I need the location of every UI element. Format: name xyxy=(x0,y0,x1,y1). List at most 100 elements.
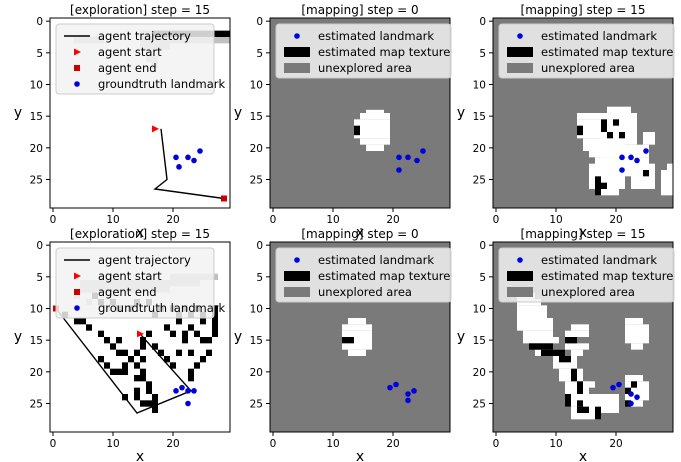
legend-label: estimated map texture xyxy=(541,269,673,283)
x-tick-label: 0 xyxy=(270,438,277,450)
landmark-point xyxy=(387,385,393,391)
wall-cell xyxy=(152,394,158,413)
y-tick-label: 5 xyxy=(256,272,263,284)
wall-cell xyxy=(577,126,583,135)
wall-cell xyxy=(104,337,110,343)
explored-area xyxy=(625,318,643,324)
legend-landmark-handle xyxy=(294,33,300,39)
landmark-point xyxy=(616,382,622,388)
wall-cell xyxy=(188,369,194,382)
wall-cell xyxy=(571,369,577,382)
y-tick-label: 20 xyxy=(473,367,486,379)
legend-label: unexplored area xyxy=(318,61,412,75)
wall-cell xyxy=(559,356,571,362)
wall-cell xyxy=(206,350,212,356)
explored-area xyxy=(517,318,553,331)
wall-cell xyxy=(110,343,116,349)
panel-1: 0 10 200510152025xy[exploration] step = 15… xyxy=(14,3,230,241)
legend: estimated landmark estimated map texture u… xyxy=(276,24,451,78)
x-tick-label: 20 xyxy=(166,214,179,226)
landmark-point xyxy=(634,158,640,164)
legend-unexplored-handle xyxy=(284,287,310,297)
landmark-point xyxy=(411,388,417,394)
wall-cell xyxy=(134,362,140,368)
legend-label: estimated landmark xyxy=(541,29,657,43)
landmark-point xyxy=(405,391,411,397)
explored-area xyxy=(625,375,643,381)
y-axis-label: y xyxy=(234,329,242,345)
wall-cell xyxy=(595,407,601,420)
x-tick-label: 0 xyxy=(270,214,277,226)
wall-cell xyxy=(110,369,122,375)
legend-texture-handle xyxy=(507,271,533,281)
agent-end-marker xyxy=(221,196,227,202)
landmark-point xyxy=(185,388,191,394)
legend-label: agent trajectory xyxy=(98,253,191,267)
wall-cell xyxy=(601,119,607,132)
y-tick-label: 10 xyxy=(30,80,43,92)
x-tick-label: 20 xyxy=(609,214,622,226)
legend-end-handle xyxy=(74,65,80,71)
legend-label: unexplored area xyxy=(541,285,635,299)
y-tick-label: 5 xyxy=(479,48,486,60)
x-tick-label: 10 xyxy=(549,214,562,226)
legend-label: groundtruth landmark xyxy=(98,301,225,315)
wall-cell xyxy=(116,337,122,343)
explored-area xyxy=(565,331,589,337)
wall-cell xyxy=(140,356,146,362)
wall-cell xyxy=(342,337,354,343)
legend-label: agent trajectory xyxy=(98,29,191,43)
wall-cell xyxy=(188,350,194,356)
legend-landmark-handle xyxy=(74,305,80,311)
wall-cell xyxy=(577,400,583,406)
landmark-point xyxy=(185,401,191,407)
wall-cell xyxy=(595,176,601,195)
panel-3: 0 10 20 0 5 10 15 20 25 x y [mapping] step = 15 esti… xyxy=(457,3,674,241)
y-tick-label: 25 xyxy=(250,175,263,187)
x-axis-label: x xyxy=(579,449,587,462)
wall-cell xyxy=(188,324,194,330)
panel-title: [mapping] step = 0 xyxy=(301,3,418,17)
wall-cell xyxy=(140,369,146,382)
landmark-point xyxy=(396,155,402,161)
y-tick-label: 0 xyxy=(479,240,486,252)
legend: estimated landmark estimated map texture u… xyxy=(499,24,674,78)
explored-area xyxy=(571,324,589,330)
y-tick-label: 15 xyxy=(473,111,486,123)
legend-landmark-handle xyxy=(74,81,80,87)
y-tick-label: 0 xyxy=(479,16,486,28)
explored-area xyxy=(342,324,372,330)
y-tick-label: 10 xyxy=(250,80,263,92)
wall-cell xyxy=(122,362,128,375)
panel-4: 0 10 20 0 5 10 15 20 25 x y [exploration] step = 15… xyxy=(14,227,230,462)
landmark-point xyxy=(405,398,411,404)
legend-label: estimated map texture xyxy=(541,45,673,59)
wall-cell xyxy=(116,350,128,356)
y-axis-label: y xyxy=(457,329,465,345)
landmark-point xyxy=(396,167,402,173)
y-axis-label: y xyxy=(234,105,242,121)
explored-area xyxy=(643,132,655,145)
wall-cell xyxy=(631,381,637,387)
landmark-point xyxy=(414,158,420,164)
wall-cell xyxy=(164,324,170,330)
panel-title: [mapping] step = 15 xyxy=(521,3,646,17)
x-tick-label: 10 xyxy=(326,214,339,226)
wall-cell xyxy=(565,394,571,407)
x-axis-label: x xyxy=(136,449,144,462)
landmark-point xyxy=(173,155,179,161)
wall-cell xyxy=(176,350,182,356)
landmark-point xyxy=(179,385,185,391)
y-tick-label: 5 xyxy=(36,48,43,60)
legend-unexplored-handle xyxy=(284,63,310,73)
y-tick-label: 10 xyxy=(250,304,263,316)
legend-label: agent start xyxy=(98,45,162,59)
landmark-point xyxy=(393,382,399,388)
legend-label: unexplored area xyxy=(541,61,635,75)
wall-cell xyxy=(613,119,619,125)
legend: estimated landmark estimated map texture u… xyxy=(499,248,674,302)
landmark-point xyxy=(619,155,625,161)
y-tick-label: 5 xyxy=(256,48,263,60)
wall-cell xyxy=(134,350,140,356)
landmark-point xyxy=(628,401,634,407)
